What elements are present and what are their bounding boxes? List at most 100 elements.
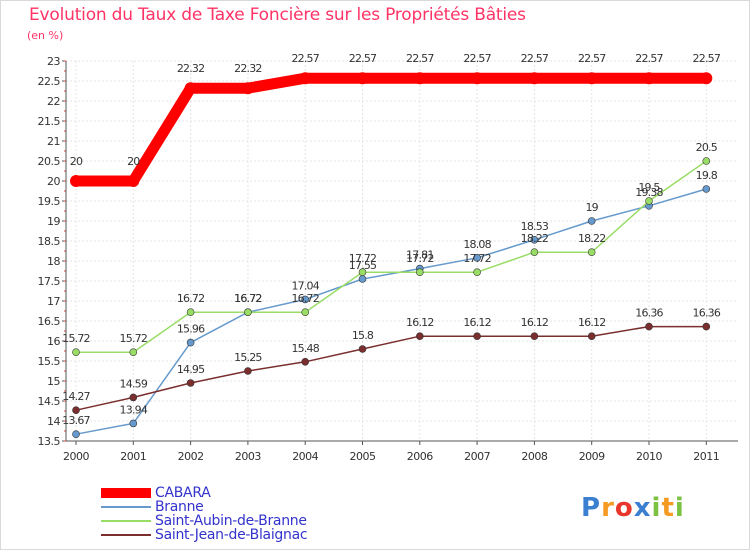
legend-label: Saint-Jean-de-Blaignac	[155, 527, 308, 543]
data-point-cabara	[700, 72, 713, 85]
y-axis-unit-label: (en %)	[27, 29, 64, 42]
y-tick-label: 14.5	[38, 395, 61, 408]
data-label-saint-jean-de-blaignac: 15.25	[234, 351, 262, 364]
series-line-saint-jean-de-blaignac	[75, 325, 708, 411]
data-label-saint-aubin-de-branne: 17.72	[463, 252, 491, 265]
y-tick-label: 23	[47, 55, 60, 68]
x-tick-label: 2006	[407, 450, 433, 463]
data-point-saint-jean-de-blaignac	[415, 332, 424, 341]
data-label-cabara: 22.57	[463, 52, 491, 65]
y-tick-label: 15	[47, 375, 60, 388]
data-point-saint-jean-de-blaignac	[587, 332, 596, 341]
logo-letter: x	[633, 493, 652, 523]
legend-item-branne: Branne	[101, 500, 307, 514]
data-label-cabara: 20	[127, 155, 140, 168]
x-tick-label: 2000	[63, 450, 89, 463]
y-tick-label: 18.5	[38, 235, 61, 248]
data-label-saint-aubin-de-branne: 16.72	[177, 292, 205, 305]
data-point-cabara	[70, 175, 82, 187]
data-point-saint-jean-de-blaignac	[473, 332, 481, 341]
y-tick-label: 18	[47, 255, 60, 268]
chart-title: Evolution du Taux de Taxe Foncière sur l…	[29, 5, 526, 25]
proxiti-logo: Proxiti	[581, 493, 685, 523]
data-label-branne: 19.8	[696, 169, 718, 182]
x-tick-label: 2010	[636, 450, 662, 463]
data-point-saint-aubin-de-branne	[129, 348, 138, 357]
chart-axes: 13.5 14 14.5 15 15.5 16 16.5 17 17.5 18 18.5 19 19.5…	[38, 55, 738, 463]
data-point-branne	[587, 217, 596, 225]
data-point-cabara	[585, 72, 598, 85]
data-point-saint-aubin-de-branne	[587, 248, 596, 256]
data-label-branne: 16.72	[234, 292, 262, 305]
data-point-saint-jean-de-blaignac	[702, 322, 711, 331]
data-point-saint-jean-de-blaignac	[244, 367, 252, 375]
data-point-saint-aubin-de-branne	[358, 268, 367, 277]
data-point-saint-aubin-de-branne	[645, 197, 653, 205]
legend-label: Saint-Aubin-de-Branne	[155, 513, 307, 529]
data-point-saint-aubin-de-branne	[301, 308, 310, 317]
data-label-cabara: 20	[70, 155, 83, 168]
data-label-saint-jean-de-blaignac: 16.12	[521, 316, 549, 329]
x-tick-label: 2005	[350, 450, 376, 463]
data-point-saint-jean-de-blaignac	[186, 379, 195, 387]
chart-legend: CABARA Branne Saint-Aubin-de-Branne Saint-J…	[101, 485, 308, 543]
y-tick-label: 13.5	[38, 435, 61, 448]
data-label-saint-jean-de-blaignac: 16.12	[463, 316, 491, 329]
data-label-saint-aubin-de-branne: 16.72	[234, 292, 262, 305]
logo-letter: t	[661, 493, 675, 523]
y-tick-label: 19	[47, 215, 60, 228]
data-point-cabara	[184, 82, 197, 95]
data-point-cabara	[241, 82, 254, 95]
chart-series	[70, 72, 713, 439]
data-label-branne: 15.96	[177, 323, 205, 336]
series-line-branne	[75, 188, 708, 435]
data-point-saint-jean-de-blaignac	[530, 332, 539, 341]
data-label-cabara: 22.57	[578, 52, 606, 65]
data-label-branne: 19.38	[635, 186, 663, 199]
data-point-cabara	[471, 72, 484, 85]
y-tick-label: 22.5	[38, 75, 61, 88]
data-label-branne: 17.04	[291, 279, 319, 292]
data-point-branne	[301, 295, 310, 304]
data-label-cabara: 22.57	[349, 52, 377, 65]
data-label-saint-aubin-de-branne: 17.72	[349, 252, 377, 265]
data-point-cabara	[413, 72, 426, 85]
data-point-branne	[72, 430, 80, 439]
y-tick-label: 14	[47, 415, 60, 428]
data-label-branne: 17.55	[349, 259, 377, 272]
x-tick-label: 2001	[120, 450, 146, 463]
data-point-cabara	[356, 72, 369, 85]
data-point-saint-aubin-de-branne	[702, 157, 711, 165]
data-label-saint-jean-de-blaignac: 14.59	[120, 377, 148, 390]
data-label-saint-aubin-de-branne: 18.22	[578, 232, 606, 245]
legend-item-saint-aubin-de-branne: Saint-Aubin-de-Branne	[101, 514, 307, 528]
data-point-saint-aubin-de-branne	[530, 248, 539, 256]
y-tick-label: 19.5	[38, 195, 61, 208]
logo-letter: i	[651, 493, 662, 523]
data-label-branne: 13.94	[120, 403, 148, 416]
data-point-cabara	[643, 72, 655, 85]
y-tick-label: 22	[47, 95, 60, 108]
y-tick-label: 21	[47, 135, 60, 148]
data-label-cabara: 22.32	[234, 62, 262, 75]
data-label-saint-aubin-de-branne: 17.72	[406, 252, 434, 265]
x-tick-label: 2003	[235, 450, 261, 463]
data-label-saint-jean-de-blaignac: 15.8	[352, 329, 374, 342]
data-label-cabara: 22.57	[635, 52, 663, 65]
legend-swatch	[101, 520, 151, 522]
y-tick-label: 17	[47, 295, 60, 308]
legend-swatch	[101, 488, 151, 498]
data-point-branne	[186, 338, 195, 347]
data-point-saint-jean-de-blaignac	[72, 406, 80, 415]
data-point-saint-aubin-de-branne	[244, 308, 252, 317]
data-label-saint-aubin-de-branne: 15.72	[120, 332, 148, 345]
y-tick-label: 20.5	[38, 155, 61, 168]
data-point-cabara	[299, 72, 312, 85]
data-label-saint-jean-de-blaignac: 16.12	[578, 316, 606, 329]
legend-item-saint-jean-de-blaignac: Saint-Jean-de-Blaignac	[101, 527, 308, 543]
y-tick-label: 17.5	[38, 275, 61, 288]
legend-label: CABARA	[155, 485, 211, 501]
legend-swatch	[101, 506, 151, 508]
